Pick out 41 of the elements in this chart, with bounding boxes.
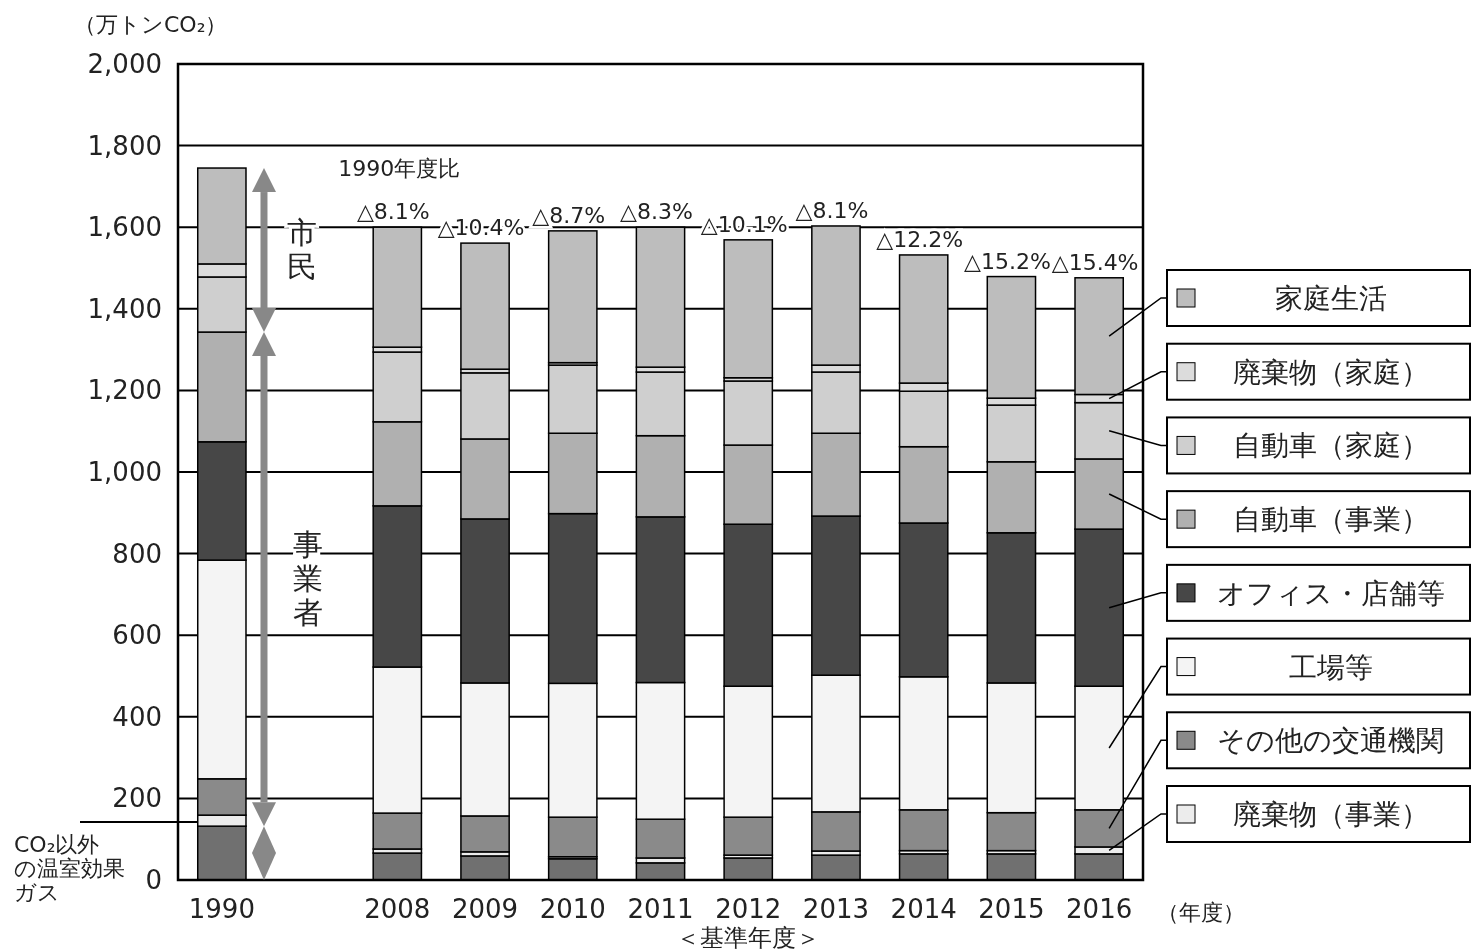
annotation: 1990年度比 xyxy=(338,156,461,181)
y-tick-label: 400 xyxy=(112,701,162,732)
x-tick-label: 2015 xyxy=(978,894,1045,924)
y-tick-label: 0 xyxy=(145,865,162,895)
y-tick-label: 200 xyxy=(112,783,162,814)
annotation: △8.1% xyxy=(795,197,869,223)
x-tick-label: 2008 xyxy=(364,894,431,924)
annotation: △8.1% xyxy=(356,199,430,225)
y-tick-label: 800 xyxy=(112,538,162,569)
x-tick-label: 2016 xyxy=(1066,894,1133,924)
legend-label: 廃棄物（事業） xyxy=(1232,798,1429,831)
y-tick-label: 1,400 xyxy=(87,293,162,324)
x-tick-label: 1990 xyxy=(188,894,255,924)
legend-label: 自動車（事業） xyxy=(1232,503,1429,537)
text: CO₂以外の温室効果ガス xyxy=(14,832,125,905)
x-axis-title: （年度） xyxy=(1157,900,1245,925)
y-tick-label: 1,200 xyxy=(87,375,162,406)
annotation: △8.3% xyxy=(620,199,693,225)
x-tick-label: 2011 xyxy=(627,894,694,924)
x-tick-label: 2009 xyxy=(451,894,519,924)
x-tick-label: 2010 xyxy=(539,894,606,924)
legend-label: その他の交通機関 xyxy=(1217,724,1444,758)
x-tick-label: 2013 xyxy=(802,894,870,924)
y-tick-label: 2,000 xyxy=(87,49,162,79)
y-tick-label: 1,600 xyxy=(87,212,162,243)
y-tick-label: 600 xyxy=(112,620,162,651)
x-tick-label: 2014 xyxy=(890,894,957,924)
annotation: △15.2% xyxy=(964,248,1051,274)
annotation: △15.4% xyxy=(1051,249,1139,275)
legend-label: オフィス・店舗等 xyxy=(1216,576,1445,610)
annotation: △12.2% xyxy=(876,226,964,252)
text: ＜基準年度＞ xyxy=(676,924,821,950)
text: 家庭生活 xyxy=(1274,282,1387,315)
y-tick-label: 1,000 xyxy=(87,457,162,487)
legend-label: 自動車（家庭） xyxy=(1232,429,1429,463)
text: 工場等 xyxy=(1288,650,1373,684)
y-axis-title: （万トンCO₂） xyxy=(74,12,228,37)
y-tick-label: 1,800 xyxy=(87,130,162,161)
x-tick-label: 2012 xyxy=(715,894,782,924)
legend-label: 廃棄物（家庭） xyxy=(1232,355,1429,389)
annotation: △8.7% xyxy=(532,202,606,228)
